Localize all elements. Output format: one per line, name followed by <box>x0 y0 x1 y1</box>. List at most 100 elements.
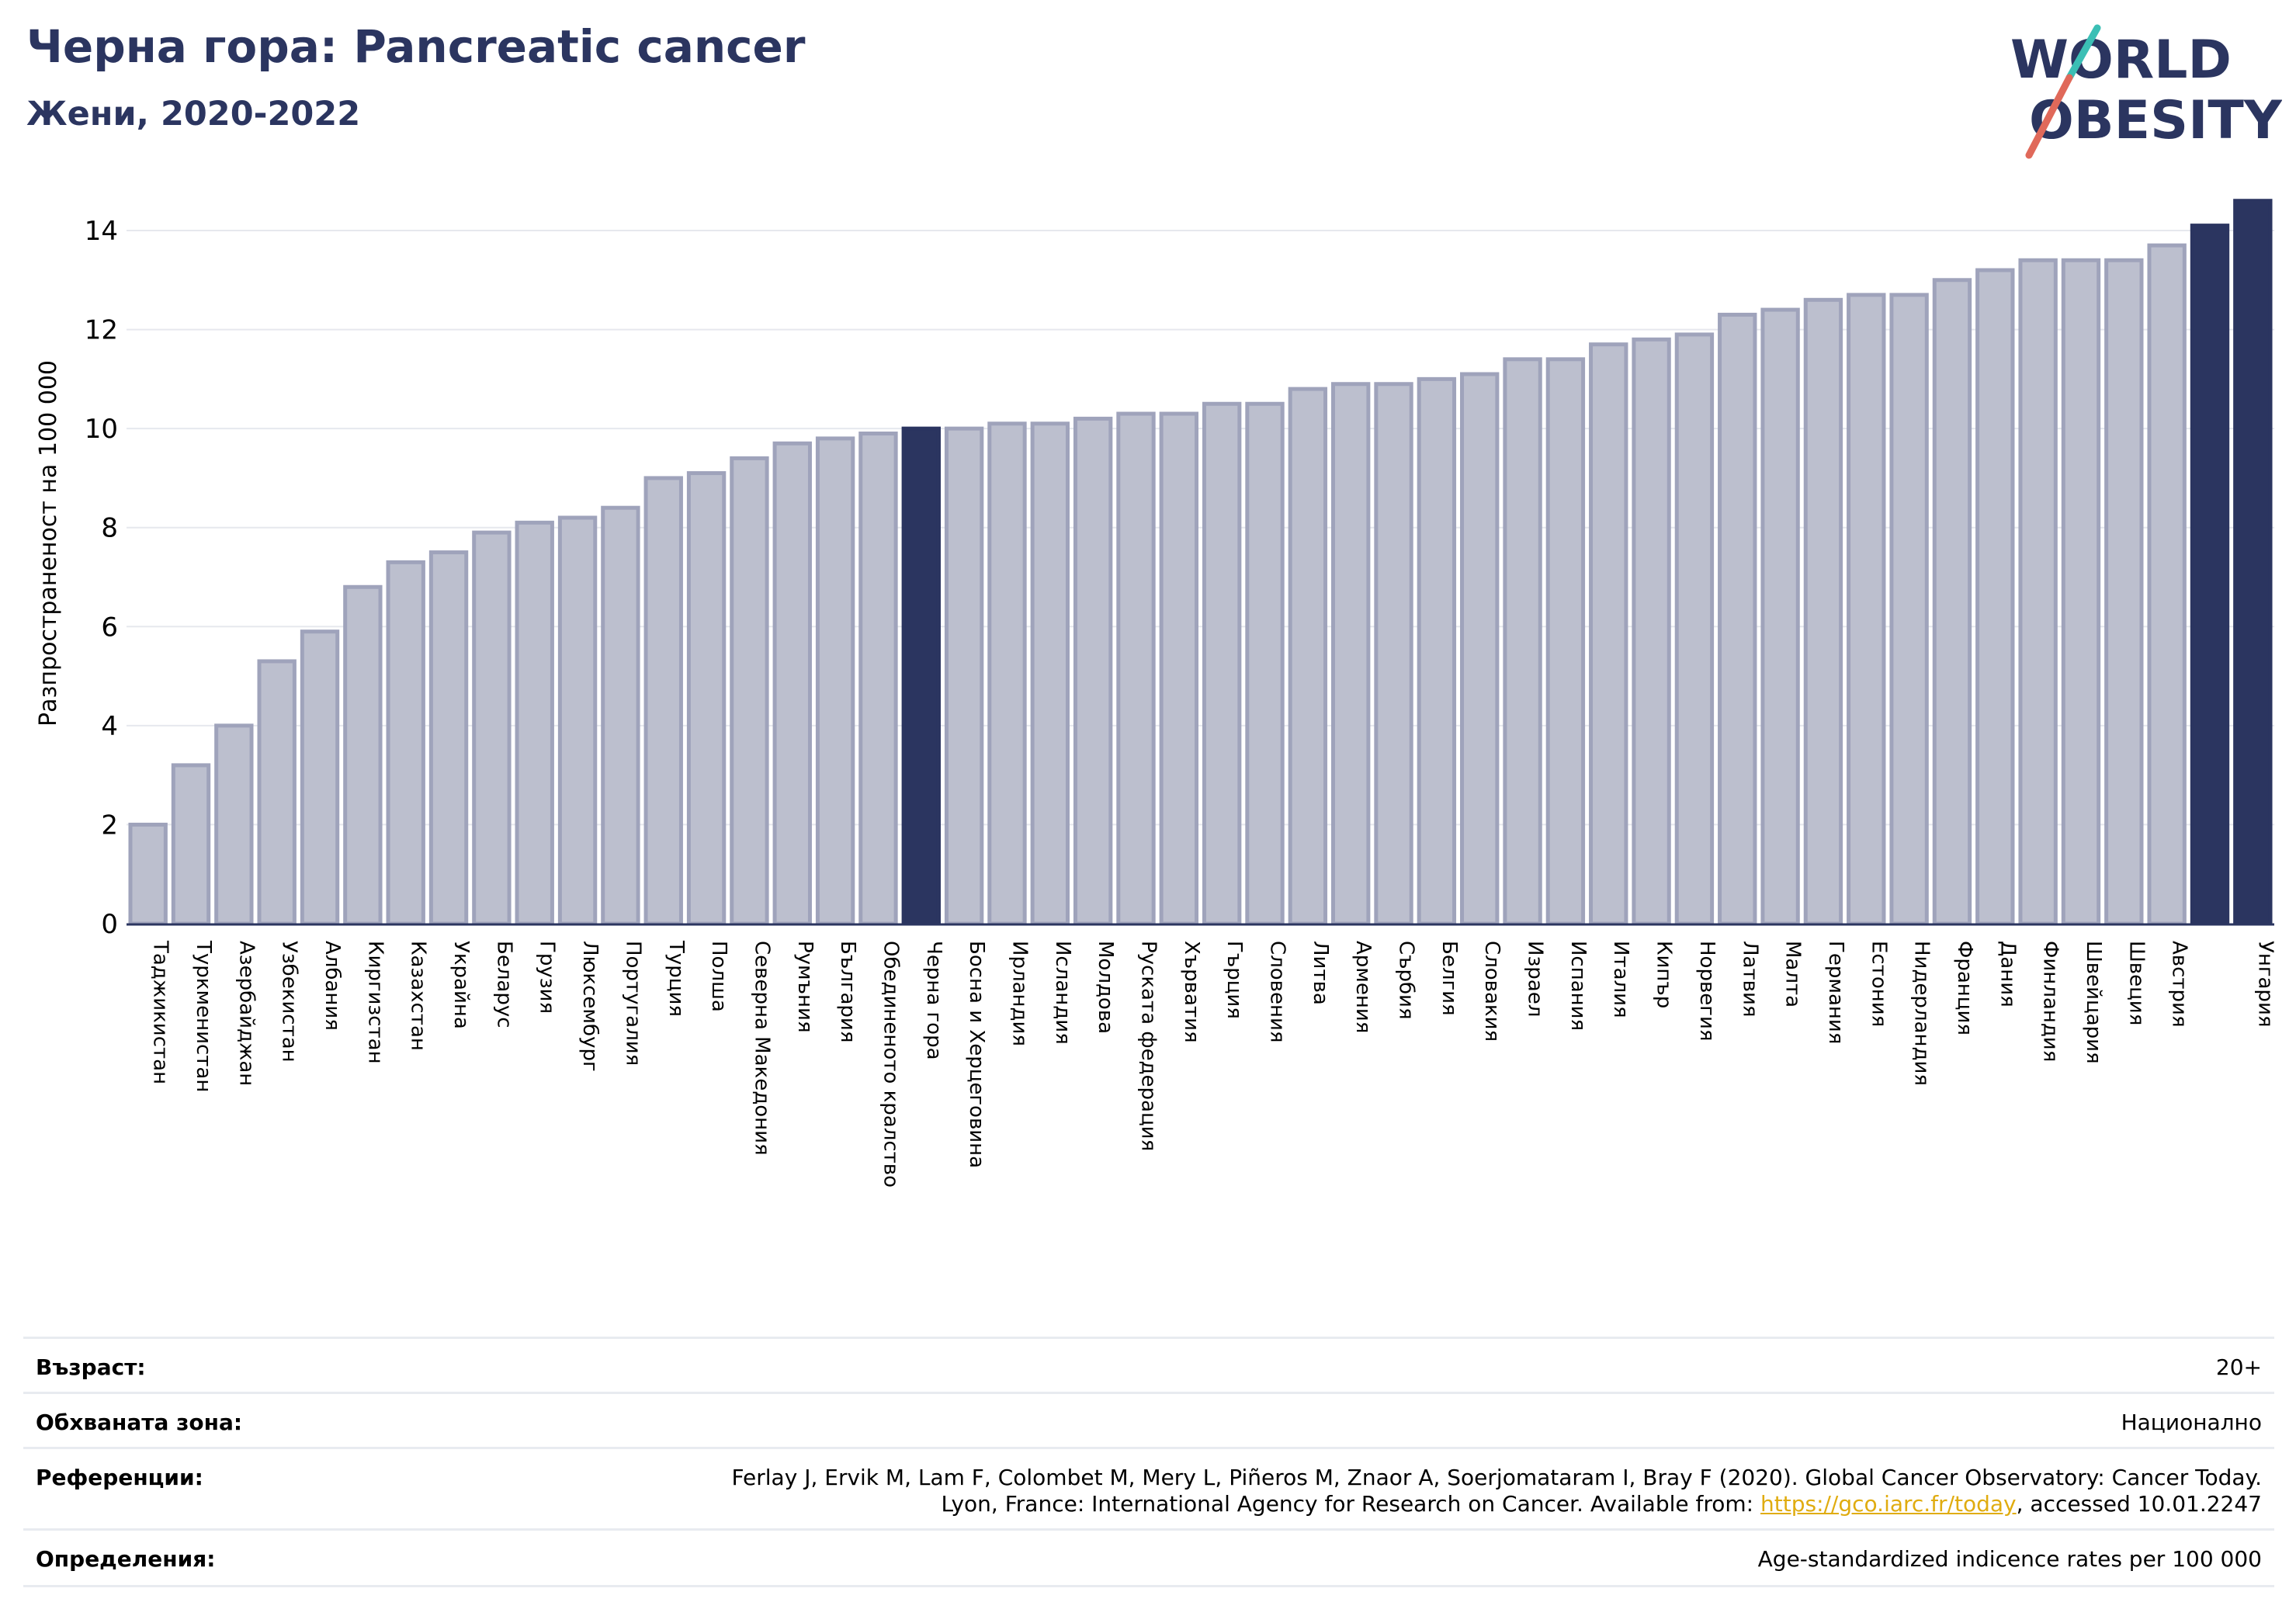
x-tick-label: Гърция <box>1223 941 1246 1019</box>
x-tick-label: Киргизстан <box>363 941 387 1064</box>
x-tick-label: Обединеното кралство <box>879 941 902 1188</box>
x-tick-label: Таджикистан <box>149 940 172 1084</box>
logo-slash-red-icon <box>2025 74 2073 159</box>
x-tick-label: Хърватия <box>1180 941 1203 1043</box>
x-tick-label: Украйна <box>449 941 473 1029</box>
x-tick-label: Германия <box>1824 941 1847 1044</box>
meta-ref-line2-pre: Lyon, France: International Agency for R… <box>941 1491 1760 1517</box>
x-tick-label: Азербайджан <box>234 941 258 1086</box>
bar <box>214 723 254 926</box>
x-tick-label: Черна гора <box>922 941 945 1060</box>
meta-ref-value: Ferlay J, Ervik M, Lam F, Colombet M, Me… <box>731 1465 2262 1517</box>
bar <box>643 476 683 926</box>
x-tick-label: Турция <box>664 940 688 1017</box>
x-tick-label: Малта <box>1781 941 1805 1007</box>
bar <box>343 584 383 926</box>
x-tick-label: Унгария <box>2253 941 2277 1027</box>
meta-age-value: 20+ <box>2215 1354 2262 1380</box>
logo-line1: WORLD <box>2010 29 2232 91</box>
x-tick-label: Италия <box>1609 941 1632 1018</box>
bar <box>1975 268 2015 926</box>
x-tick-label: Дания <box>1996 941 2019 1007</box>
x-tick-label: Португалия <box>621 941 644 1066</box>
x-tick-label: Армения <box>1351 941 1375 1033</box>
x-tick-label: Литва <box>1309 941 1332 1005</box>
meta-area-label: Обхваната зона: <box>36 1410 243 1435</box>
meta-def-label: Определения: <box>36 1546 216 1572</box>
x-tick-label: Финландия <box>2039 941 2062 1062</box>
x-tick-label: Сърбия <box>1395 941 1418 1020</box>
bar <box>2233 199 2273 926</box>
y-tick-label: 14 <box>85 216 118 247</box>
bar <box>386 560 425 926</box>
bar <box>1374 382 1413 926</box>
bar <box>300 629 340 926</box>
bar <box>2190 224 2230 926</box>
bar <box>1202 401 1242 926</box>
bar <box>1331 382 1371 926</box>
bar <box>1503 357 1542 926</box>
x-tick-label: Молдова <box>1094 941 1117 1034</box>
x-tick-label: Словакия <box>1480 941 1503 1042</box>
world-obesity-logo: WORLD OBESITY <box>2010 24 2282 159</box>
bar <box>1030 421 1070 926</box>
bar <box>2018 258 2058 926</box>
x-tick-label: Кипър <box>1653 941 1676 1008</box>
bar <box>1632 337 1671 926</box>
bar <box>1589 342 1628 926</box>
meta-def-value: Age-standardized indicence rates per 100… <box>1757 1546 2262 1572</box>
y-axis-ticks: 0 2 4 6 8 10 12 14 <box>85 216 118 940</box>
y-tick-label: 2 <box>101 810 118 841</box>
meta-ref-line1: Ferlay J, Ervik M, Lam F, Colombet M, Me… <box>731 1465 2262 1490</box>
page-subtitle: Жени, 2020-2022 <box>26 95 361 134</box>
x-axis-labels: Таджикистан Туркменистан Азербайджан Узбеки… <box>149 940 2277 1188</box>
meta-age-label: Възраст: <box>36 1354 146 1380</box>
logo-line2: OBESITY <box>2029 90 2282 151</box>
bar <box>1847 293 1886 926</box>
bar <box>901 426 941 926</box>
bar <box>2061 258 2101 926</box>
meta-row-area: Обхваната зона: Национално <box>23 1392 2274 1447</box>
bar <box>1073 416 1113 926</box>
bar <box>858 432 898 926</box>
meta-ref-link[interactable]: https://gco.iarc.fr/today <box>1760 1491 2017 1517</box>
logo-slash-teal-icon <box>2065 24 2101 81</box>
meta-ref-label: Референции: <box>36 1465 203 1490</box>
x-tick-label: Румъния <box>793 941 817 1033</box>
bar <box>944 426 984 926</box>
x-tick-label: Австрия <box>2168 941 2191 1028</box>
bar <box>1417 376 1457 926</box>
x-tick-label: Естония <box>1867 941 1890 1027</box>
x-tick-label: Норвегия <box>1695 941 1719 1041</box>
x-tick-label: Люксембург <box>578 941 602 1072</box>
x-tick-label: Казахстан <box>407 941 430 1051</box>
bar <box>815 436 855 926</box>
meta-row-age: Възраст: 20+ <box>23 1337 2274 1392</box>
bar <box>987 421 1027 926</box>
y-tick-label: 12 <box>85 315 118 346</box>
bar <box>1116 411 1156 926</box>
x-tick-label: Босна и Херцеговина <box>965 941 988 1168</box>
meta-row-references: Референции: Ferlay J, Ervik M, Lam F, Co… <box>23 1447 2274 1528</box>
y-tick-label: 0 <box>101 909 118 940</box>
x-tick-label: Нидерландия <box>1910 941 1934 1086</box>
meta-area-value: Национално <box>2121 1410 2262 1435</box>
bar <box>472 530 512 926</box>
bar <box>1460 372 1500 926</box>
bar <box>257 659 297 926</box>
x-tick-label: Франция <box>1953 941 1976 1035</box>
meta-row-definitions: Определения: Age-standardized indicence … <box>23 1528 2274 1587</box>
x-tick-label: Туркменистан <box>192 940 215 1092</box>
bar <box>428 550 469 926</box>
bar <box>1760 307 1800 926</box>
y-tick-label: 10 <box>85 414 118 445</box>
x-tick-label: Швейцария <box>2082 941 2105 1064</box>
x-tick-label: Узбекистан <box>278 941 301 1063</box>
bar <box>1288 387 1328 926</box>
bar <box>171 763 211 926</box>
metadata-table: Възраст: 20+ Обхваната зона: Национално … <box>23 1337 2274 1587</box>
bars <box>128 199 2273 926</box>
bar <box>557 515 598 926</box>
x-tick-label: Израел <box>1524 941 1547 1017</box>
x-tick-label: Исландия <box>1051 941 1074 1045</box>
